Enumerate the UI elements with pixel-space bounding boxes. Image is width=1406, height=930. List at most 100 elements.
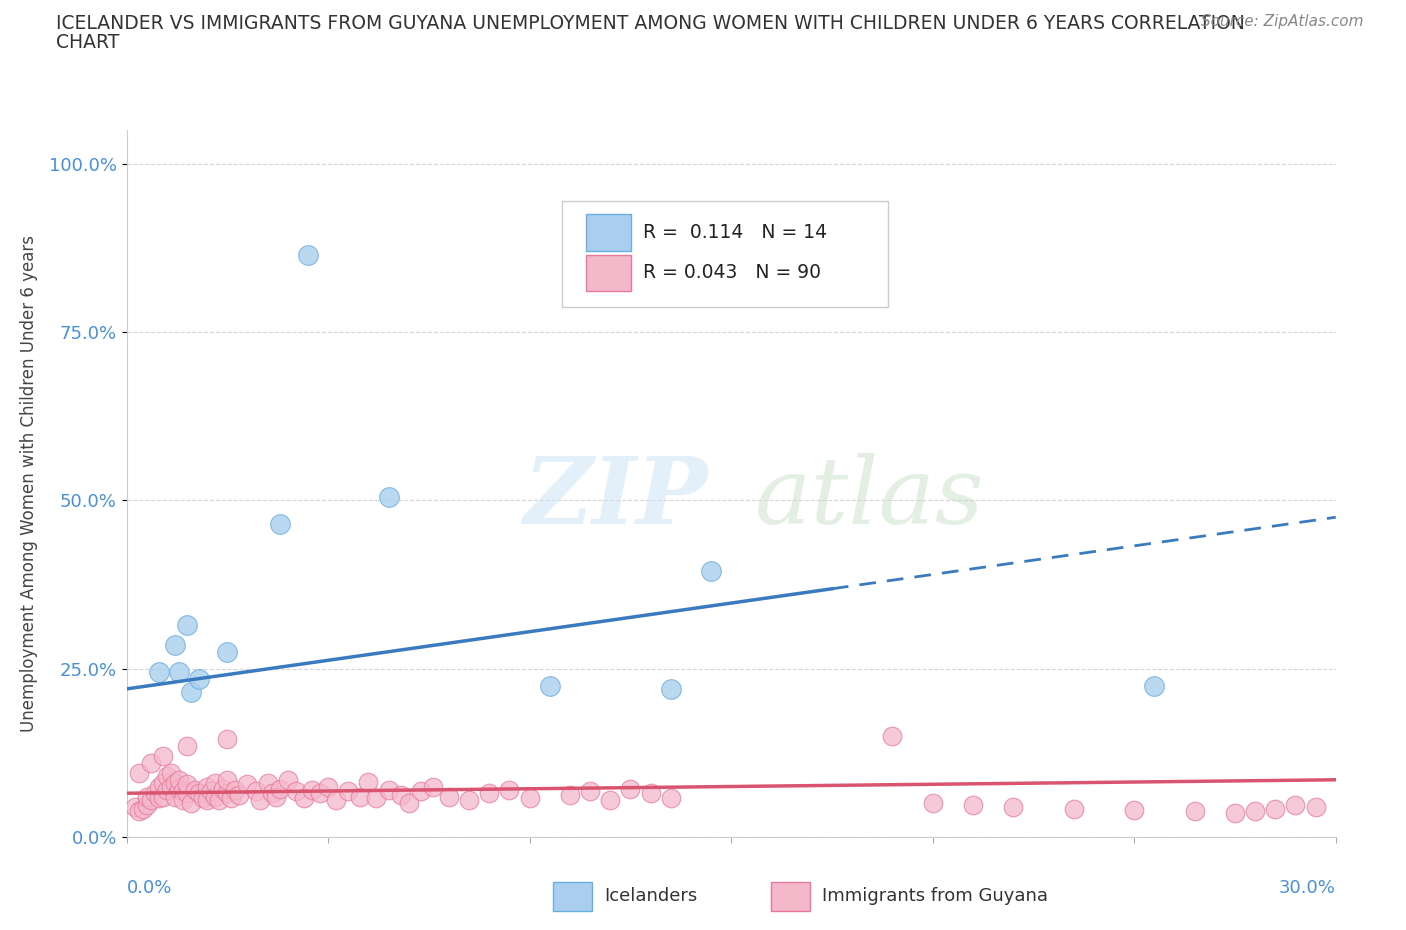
Point xyxy=(180,796,202,811)
Point xyxy=(167,781,190,796)
Point xyxy=(176,786,198,801)
Point xyxy=(309,786,332,801)
Point xyxy=(208,792,231,807)
Point xyxy=(249,792,271,807)
Point xyxy=(659,682,682,697)
Text: ZIP: ZIP xyxy=(523,453,707,543)
FancyBboxPatch shape xyxy=(586,255,631,291)
Text: ICELANDER VS IMMIGRANTS FROM GUYANA UNEMPLOYMENT AMONG WOMEN WITH CHILDREN UNDER: ICELANDER VS IMMIGRANTS FROM GUYANA UNEM… xyxy=(56,14,1246,33)
Point xyxy=(184,782,207,797)
Point xyxy=(167,772,190,787)
Point xyxy=(217,732,239,747)
Y-axis label: Unemployment Among Women with Children Under 6 years: Unemployment Among Women with Children U… xyxy=(20,235,38,732)
Point xyxy=(437,790,460,804)
Point xyxy=(152,749,174,764)
Point xyxy=(284,784,307,799)
Point xyxy=(221,790,243,805)
Point xyxy=(478,786,501,801)
Point xyxy=(377,489,399,504)
Point xyxy=(163,638,186,653)
Point xyxy=(398,796,420,811)
Point xyxy=(599,792,621,807)
FancyBboxPatch shape xyxy=(554,882,592,911)
Text: 0.0%: 0.0% xyxy=(127,880,172,897)
Text: R =  0.114   N = 14: R = 0.114 N = 14 xyxy=(643,223,827,242)
Point xyxy=(236,777,259,792)
Point xyxy=(357,775,380,790)
Point xyxy=(135,790,157,804)
Point xyxy=(128,765,150,780)
Point xyxy=(1264,802,1286,817)
Point xyxy=(217,644,239,659)
Point xyxy=(962,797,984,812)
Point xyxy=(1123,803,1146,817)
Point xyxy=(297,247,319,262)
Point xyxy=(1143,678,1166,693)
Point xyxy=(160,765,183,780)
Point xyxy=(163,790,186,804)
Point xyxy=(148,779,170,794)
Point xyxy=(217,786,239,801)
Point xyxy=(195,779,218,794)
Point xyxy=(579,784,602,799)
Point xyxy=(389,788,412,803)
Point xyxy=(217,772,239,787)
Point xyxy=(156,782,179,797)
Point xyxy=(148,790,170,805)
Point xyxy=(659,790,682,805)
Point xyxy=(921,796,943,811)
Point xyxy=(277,772,299,787)
Point xyxy=(188,671,211,686)
Text: Source: ZipAtlas.com: Source: ZipAtlas.com xyxy=(1201,14,1364,29)
Point xyxy=(224,782,246,797)
FancyBboxPatch shape xyxy=(586,214,631,251)
Point xyxy=(245,784,267,799)
Point xyxy=(152,790,174,804)
Point xyxy=(163,776,186,790)
Point xyxy=(640,786,662,801)
Point xyxy=(191,790,214,805)
Point xyxy=(458,792,481,807)
Point xyxy=(143,786,166,801)
Point xyxy=(519,790,541,805)
Point xyxy=(269,781,291,796)
Point xyxy=(882,728,904,743)
Point xyxy=(172,784,194,799)
Point xyxy=(1002,799,1025,814)
Point xyxy=(139,792,162,807)
FancyBboxPatch shape xyxy=(770,882,810,911)
Point xyxy=(135,797,157,812)
Point xyxy=(200,784,222,799)
Point xyxy=(1244,804,1267,818)
Point xyxy=(260,786,283,801)
Point xyxy=(1305,799,1327,814)
Point xyxy=(195,792,218,807)
Point xyxy=(316,779,339,794)
Point xyxy=(188,786,211,801)
Point xyxy=(700,564,723,578)
Point xyxy=(1063,802,1085,817)
Point xyxy=(212,781,235,796)
Point xyxy=(204,776,226,790)
Point xyxy=(176,777,198,792)
Point xyxy=(264,790,287,804)
Point xyxy=(498,782,520,797)
Point xyxy=(167,665,190,680)
Point xyxy=(337,784,360,799)
Point xyxy=(366,790,388,805)
Point xyxy=(1184,804,1206,818)
Point xyxy=(1284,797,1306,812)
Point xyxy=(301,782,323,797)
Point xyxy=(131,802,153,817)
Text: atlas: atlas xyxy=(755,453,984,543)
Point xyxy=(128,804,150,818)
Point xyxy=(292,790,315,805)
Point xyxy=(619,781,641,796)
Point xyxy=(325,792,347,807)
Point xyxy=(228,788,250,803)
Point xyxy=(409,784,432,799)
Point xyxy=(156,769,179,784)
FancyBboxPatch shape xyxy=(562,201,889,307)
Point xyxy=(422,779,444,794)
Point xyxy=(172,792,194,807)
